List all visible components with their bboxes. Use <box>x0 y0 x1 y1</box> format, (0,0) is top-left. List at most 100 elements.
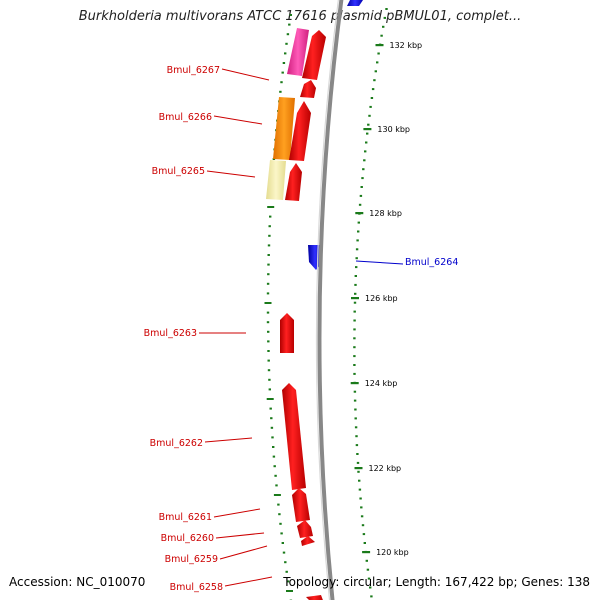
leader-lines <box>199 68 404 587</box>
gc-skew-mark <box>353 337 356 340</box>
cds-bmul-6263[interactable] <box>280 313 294 353</box>
cds-bmul-6258[interactable] <box>306 595 324 600</box>
cds-bmul-6261[interactable] <box>292 488 310 522</box>
gene-label-bmul-6260[interactable]: Bmul_6260 <box>161 533 214 544</box>
gc-content-mark <box>288 23 291 26</box>
gc-skew-mark <box>367 123 370 126</box>
gc-content-mark <box>280 532 283 535</box>
gc-content-mark <box>267 340 270 343</box>
gc-skew-mark <box>359 497 362 500</box>
gc-skew-mark <box>363 159 366 162</box>
gc-content-mark <box>267 350 270 352</box>
gc-skew-mark <box>353 310 356 313</box>
plasmid-backbone-highlight <box>315 0 339 600</box>
gc-skew-mark <box>358 479 361 482</box>
tick-mark <box>363 128 372 131</box>
gene-label-bmul-6266[interactable]: Bmul_6266 <box>159 112 212 123</box>
gc-skew-mark <box>360 506 363 509</box>
tick-mark <box>362 551 371 554</box>
gc-content-mark <box>270 417 273 420</box>
gene-label-bmul-6264[interactable]: Bmul_6264 <box>405 257 458 268</box>
gene-labels[interactable]: Bmul_6267 Bmul_6266 Bmul_6265 Bmul_6264 … <box>144 65 459 593</box>
gc-skew-mark <box>360 515 364 518</box>
gc-content-mark <box>284 561 287 564</box>
gc-content-mark <box>269 407 272 410</box>
cds-bmul-6262[interactable] <box>282 383 306 490</box>
gc-skew-mark <box>358 203 362 206</box>
gc-skew-mark <box>359 194 363 197</box>
gc-content-mark <box>274 474 277 477</box>
gc-skew-mark <box>365 141 368 144</box>
gc-content-mark <box>286 590 293 592</box>
gc-skew-mark <box>354 275 357 277</box>
gene-label-bmul-6263[interactable]: Bmul_6263 <box>144 328 197 339</box>
forward-cds-track[interactable] <box>280 30 326 600</box>
gc-skew-mark <box>354 292 357 295</box>
gc-skew-mark <box>356 239 359 242</box>
gc-skew-mark <box>355 248 359 251</box>
tick-mark <box>354 467 363 470</box>
gc-skew-mark <box>353 399 357 402</box>
gc-content-mark <box>285 42 288 45</box>
gc-content-mark <box>281 71 284 74</box>
gc-content-mark <box>286 33 290 36</box>
gc-skew-mark <box>365 559 368 562</box>
gc-skew-mark <box>355 444 359 447</box>
gc-content-mark <box>281 542 284 544</box>
gc-content-mark <box>267 254 270 256</box>
gc-skew-mark <box>369 586 372 589</box>
cds-bmul-6260[interactable] <box>297 520 313 538</box>
gc-content-mark <box>269 215 272 218</box>
gc-skew-mark <box>361 177 364 180</box>
cds-bmul-6265[interactable] <box>285 163 302 201</box>
gc-content-mark <box>267 244 271 247</box>
gc-skew-mark <box>355 257 358 260</box>
gc-content-mark <box>267 206 275 208</box>
gc-content-mark <box>268 388 271 391</box>
gc-content-mark <box>284 52 287 55</box>
gc-content-mark <box>266 292 270 295</box>
cds-bmul-6266[interactable] <box>289 101 311 161</box>
gc-skew-mark <box>366 568 370 571</box>
gc-content-mark <box>280 81 283 84</box>
gc-skew-mark <box>354 426 358 429</box>
gc-skew-mark <box>353 355 356 358</box>
gc-skew-mark <box>369 105 372 108</box>
gc-skew-mark <box>377 52 380 55</box>
gene-label-bmul-6267[interactable]: Bmul_6267 <box>167 65 220 76</box>
gc-skew-mark <box>363 542 366 544</box>
gc-content-mark <box>264 302 272 304</box>
gc-skew-mark <box>356 453 359 455</box>
gene-label-bmul-6262[interactable]: Bmul_6262 <box>150 438 203 449</box>
cds-small-arrow[interactable] <box>300 80 316 98</box>
cds-bmul-6268[interactable] <box>302 30 326 80</box>
cds-bmul-6259[interactable] <box>301 536 315 546</box>
tick-label: 126 kbp <box>365 294 398 303</box>
gc-content-mark <box>272 446 275 448</box>
position-ticks: 132 kbp 130 kbp 128 kbp 126 kbp 124 kbp 122 k… <box>350 41 422 557</box>
gc-skew-mark <box>370 595 373 598</box>
gc-content-mark <box>282 551 286 554</box>
gc-skew-mark <box>383 16 386 19</box>
gc-content-mark <box>282 62 286 64</box>
tick-label: 124 kbp <box>365 379 398 388</box>
gene-label-bmul-6261[interactable]: Bmul_6261 <box>159 512 212 523</box>
cog-block-yellow <box>266 160 286 200</box>
gc-content-mark <box>268 234 271 237</box>
gc-skew-mark <box>353 346 356 349</box>
gc-content-mark <box>285 570 288 573</box>
gene-label-bmul-6258[interactable]: Bmul_6258 <box>170 582 223 593</box>
gene-label-bmul-6265[interactable]: Bmul_6265 <box>152 166 205 177</box>
gc-content-mark <box>267 273 270 276</box>
gc-skew-mark <box>353 364 356 366</box>
gc-skew-mark <box>364 150 367 153</box>
gc-skew-mark <box>356 461 360 464</box>
gc-content-mark <box>273 494 281 496</box>
gc-content-mark <box>267 369 271 372</box>
gc-content-mark <box>268 225 271 228</box>
gc-skew-mark <box>370 97 374 99</box>
gc-content-mark <box>278 513 281 516</box>
gene-label-bmul-6259[interactable]: Bmul_6259 <box>165 554 218 565</box>
gc-content-mark <box>279 90 282 93</box>
cds-top-blue[interactable] <box>347 0 363 6</box>
